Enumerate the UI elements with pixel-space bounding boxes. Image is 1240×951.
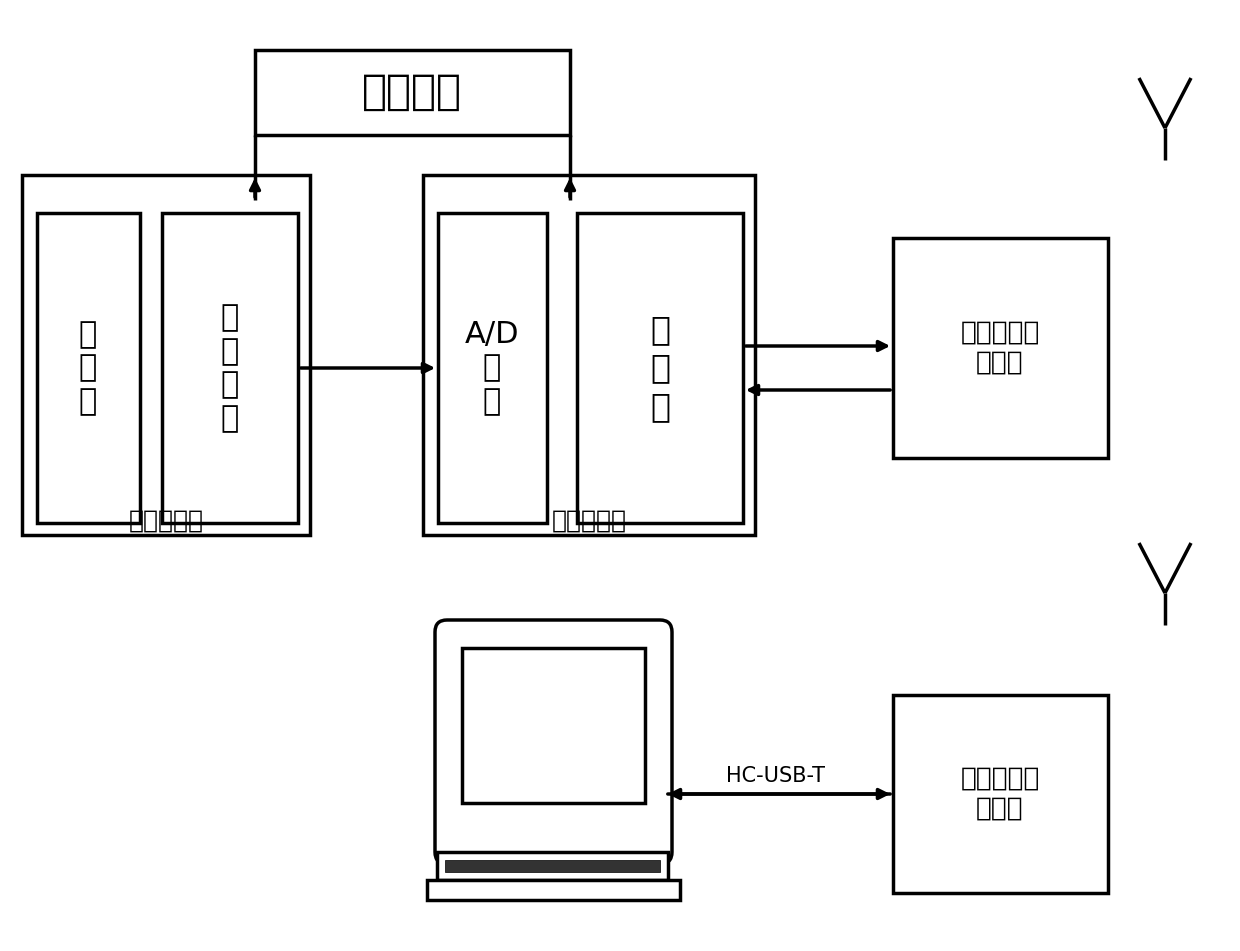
- FancyBboxPatch shape: [255, 50, 570, 135]
- FancyBboxPatch shape: [22, 175, 310, 535]
- Text: 传
感
器: 传 感 器: [79, 320, 97, 417]
- FancyBboxPatch shape: [438, 213, 547, 523]
- Text: A/D
模
块: A/D 模 块: [465, 320, 520, 417]
- FancyBboxPatch shape: [427, 880, 680, 900]
- FancyBboxPatch shape: [445, 860, 660, 872]
- FancyBboxPatch shape: [436, 852, 668, 880]
- Text: 传感器模块: 传感器模块: [129, 509, 203, 533]
- FancyBboxPatch shape: [435, 620, 672, 864]
- Text: 蓝牙数据接
收模块: 蓝牙数据接 收模块: [960, 766, 1039, 822]
- FancyBboxPatch shape: [162, 213, 298, 523]
- Text: HC-USB-T: HC-USB-T: [727, 766, 826, 786]
- Text: 电源模块: 电源模块: [362, 71, 463, 113]
- FancyBboxPatch shape: [577, 213, 743, 523]
- Text: 单
片
机: 单 片 机: [650, 313, 670, 422]
- FancyBboxPatch shape: [463, 648, 645, 803]
- FancyBboxPatch shape: [423, 175, 755, 535]
- Text: 放
大
电
路: 放 大 电 路: [221, 303, 239, 433]
- FancyBboxPatch shape: [893, 695, 1109, 893]
- Text: 控制器模块: 控制器模块: [552, 509, 626, 533]
- FancyBboxPatch shape: [37, 213, 140, 523]
- FancyBboxPatch shape: [893, 238, 1109, 458]
- Text: 蓝牙数据发
送模块: 蓝牙数据发 送模块: [960, 320, 1039, 376]
